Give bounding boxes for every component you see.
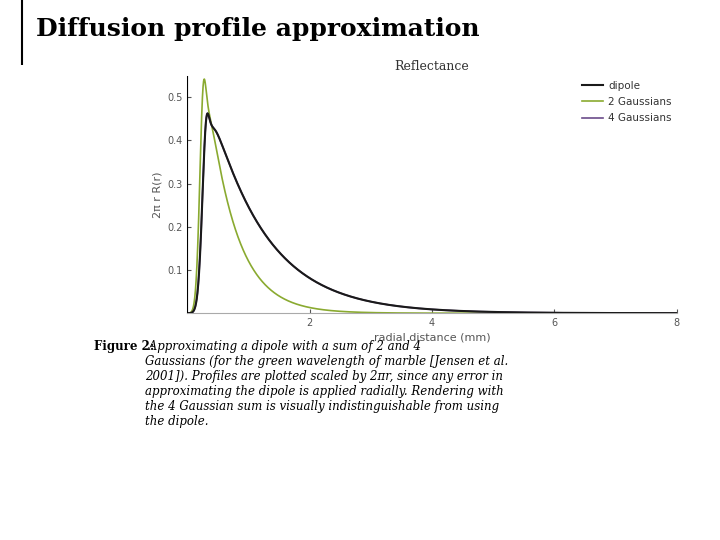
Text: Figure 2:: Figure 2: xyxy=(94,340,154,353)
X-axis label: radial distance (mm): radial distance (mm) xyxy=(374,332,490,342)
Text: Diffusion profile approximation: Diffusion profile approximation xyxy=(36,17,480,41)
Title: Reflectance: Reflectance xyxy=(395,60,469,73)
Text: Approximating a dipole with a sum of 2 and 4
Gaussians (for the green wavelength: Approximating a dipole with a sum of 2 a… xyxy=(145,340,509,428)
Legend: dipole, 2 Gaussians, 4 Gaussians: dipole, 2 Gaussians, 4 Gaussians xyxy=(582,81,672,123)
Y-axis label: 2π r R(r): 2π r R(r) xyxy=(153,171,163,218)
